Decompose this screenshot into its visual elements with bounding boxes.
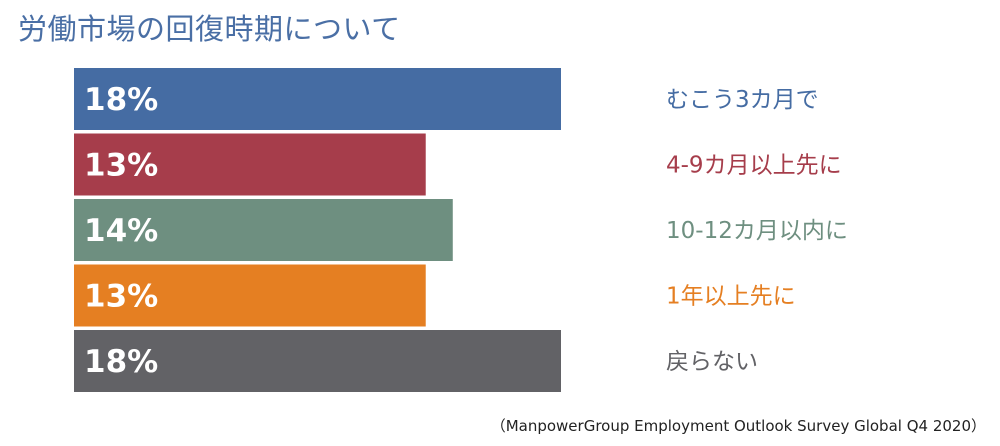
- bar-1: [74, 68, 561, 130]
- chart-title: 労働市場の回復時期について: [18, 12, 401, 46]
- bar-4: [74, 264, 426, 327]
- bar-value-label-2: 13%: [84, 148, 158, 184]
- bar-value-label-5: 18%: [84, 344, 158, 380]
- category-label-3: 10-12カ月以内に: [666, 218, 848, 244]
- category-label-5: 戻らない: [666, 349, 758, 375]
- category-label-4: 1年以上先に: [666, 284, 796, 310]
- bar-value-label-3: 14%: [84, 213, 158, 249]
- bar-3: [74, 199, 453, 261]
- bar-value-label-1: 18%: [84, 82, 158, 118]
- source-note: （ManpowerGroup Employment Outlook Survey…: [490, 417, 986, 435]
- bar-2: [74, 133, 426, 196]
- bar-value-label-4: 13%: [84, 279, 158, 315]
- bar-5: [74, 330, 561, 392]
- category-label-2: 4-9カ月以上先に: [666, 153, 842, 179]
- category-label-1: むこう3カ月で: [666, 87, 819, 113]
